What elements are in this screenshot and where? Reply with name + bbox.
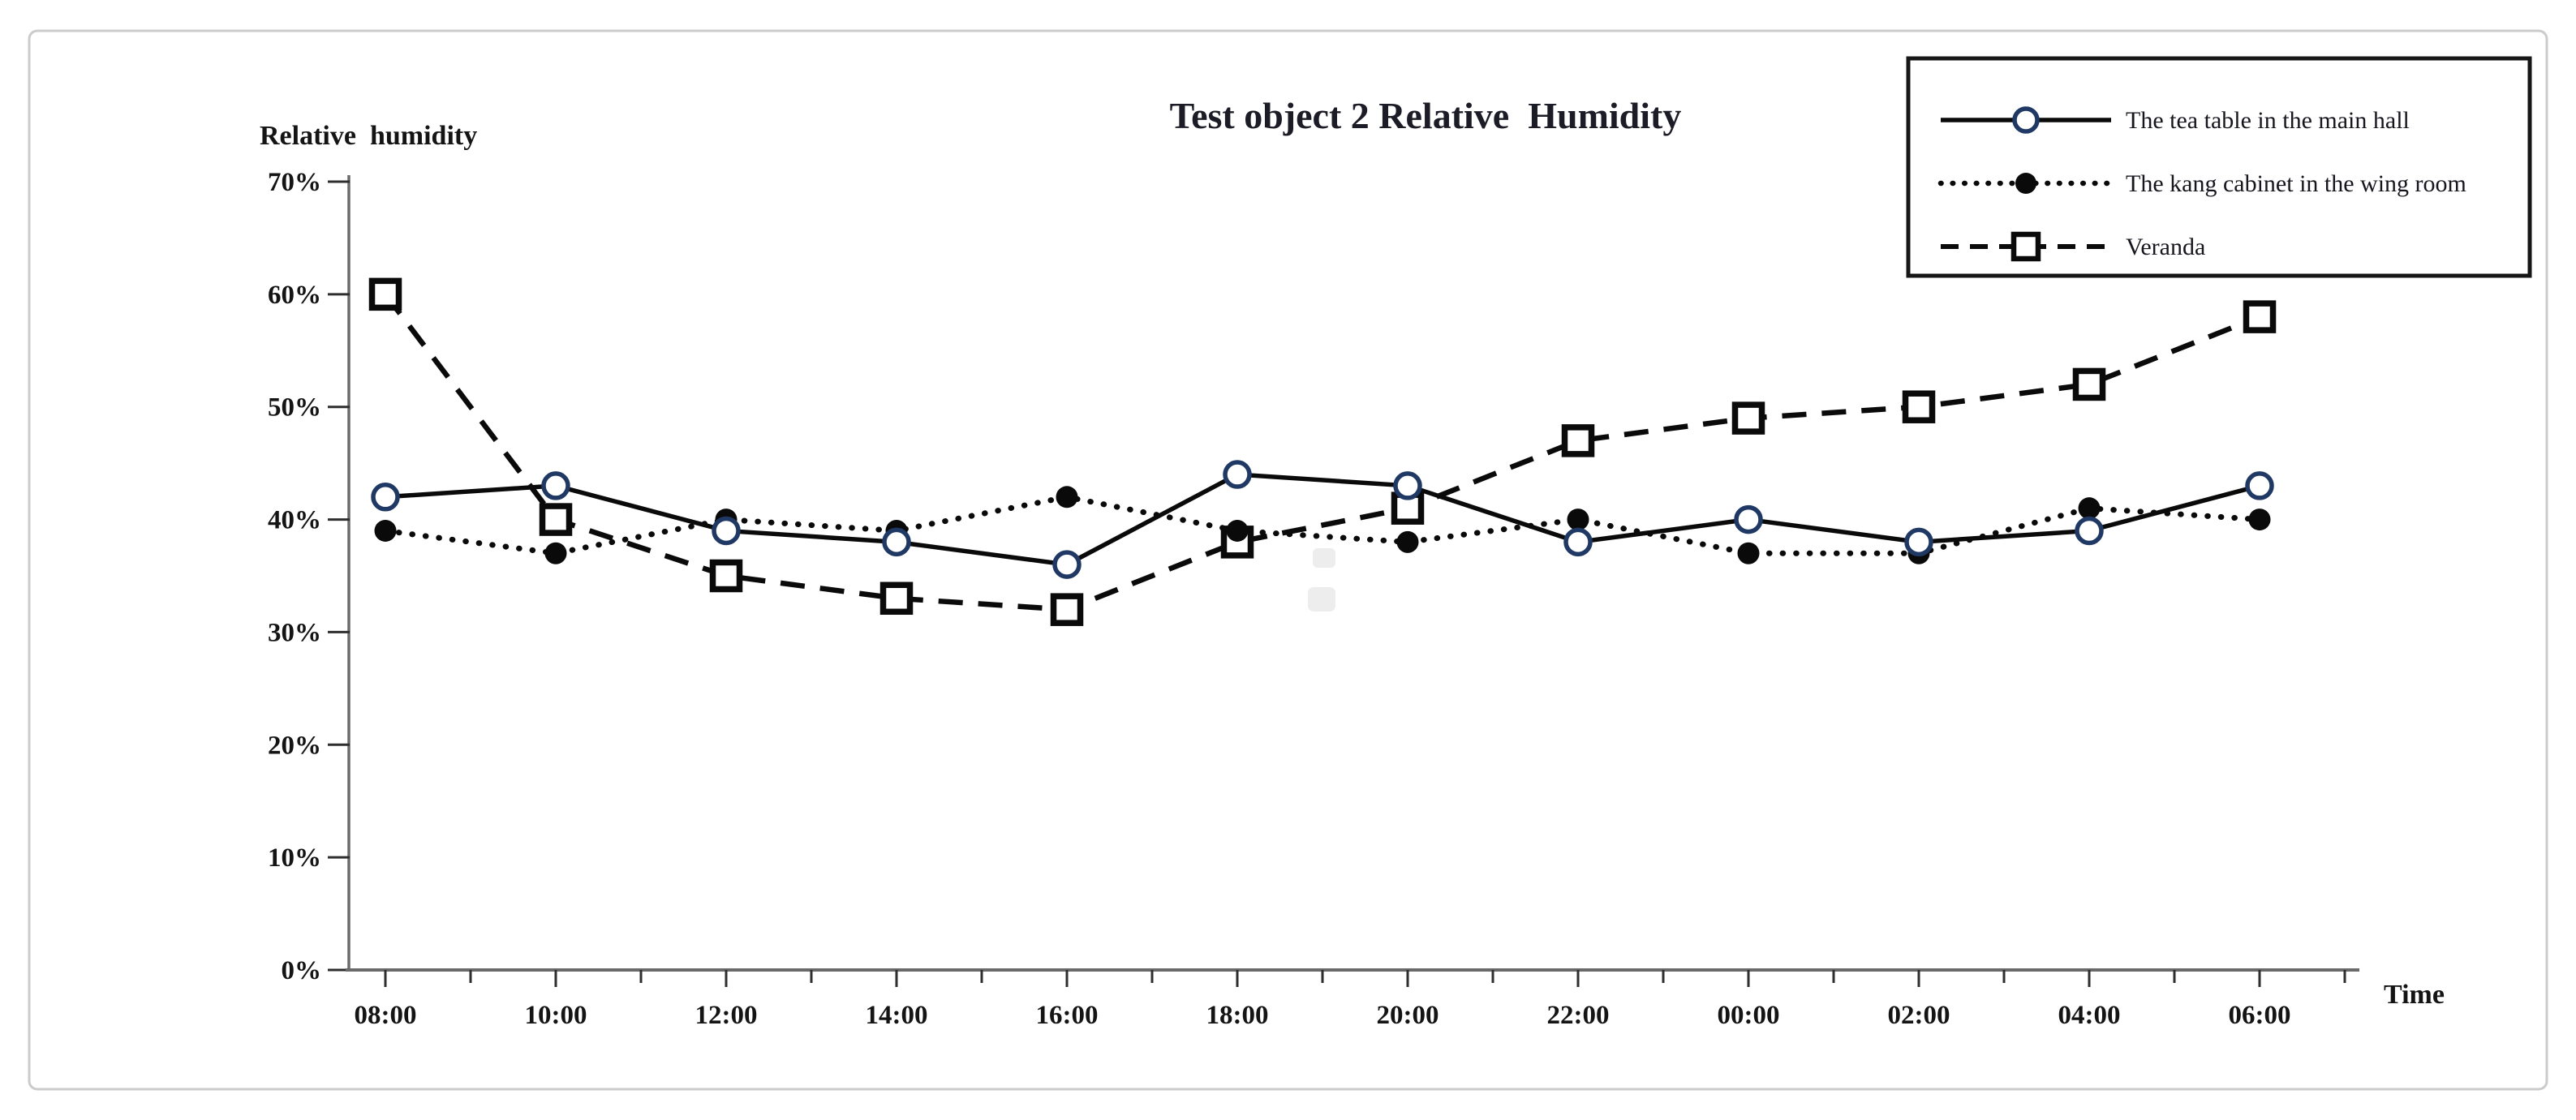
- legend-item: Veranda: [1941, 231, 2205, 262]
- x-tick-label: 04:00: [2058, 1001, 2121, 1030]
- marker-open-circle: [1223, 460, 1252, 489]
- x-tick-label: 14:00: [866, 1001, 928, 1030]
- plot-series: [368, 277, 2277, 626]
- x-tick-label: 18:00: [1206, 1001, 1269, 1030]
- x-tick-label: 10:00: [525, 1001, 587, 1030]
- marker-filled-circle: [1737, 542, 1760, 564]
- marker-open-circle: [1052, 550, 1082, 579]
- marker-filled-circle: [1056, 486, 1078, 509]
- marker-open-square: [368, 277, 402, 311]
- y-tick-label: 70%: [268, 168, 321, 197]
- marker-open-square: [1050, 593, 1084, 626]
- legend: The tea table in the main hall The kang c…: [1906, 56, 2532, 278]
- marker-filled-circle: [1226, 519, 1249, 542]
- series-line-0: [385, 472, 2260, 567]
- legend-marker-filled-circle: [2015, 173, 2036, 194]
- figure-border: [28, 29, 2548, 1091]
- legend-label: The kang cabinet in the wing room: [2126, 170, 2466, 197]
- y-axis: 0% 10% 20% 30% 40% 50% 60% 70%: [268, 168, 350, 985]
- y-tick-label: 0%: [282, 956, 322, 985]
- marker-open-square: [879, 581, 914, 616]
- legend-item: The kang cabinet in the wing room: [1937, 170, 2466, 197]
- legend-item: The tea table in the main hall: [1941, 106, 2410, 134]
- x-tick-label: 00:00: [1718, 1001, 1780, 1030]
- y-axis-title: Relative humidity: [260, 121, 477, 151]
- marker-open-square: [709, 559, 743, 593]
- marker-open-circle: [371, 483, 400, 512]
- marker-open-circle: [882, 527, 911, 557]
- series-line-2: [383, 292, 2261, 612]
- marker-open-square: [1561, 424, 1595, 457]
- marker-open-circle: [541, 471, 570, 500]
- y-tick-label: 30%: [268, 618, 321, 647]
- y-tick-label: 50%: [268, 393, 321, 423]
- marker-open-square: [2072, 367, 2106, 401]
- marker-filled-circle: [2078, 497, 2101, 520]
- smudge-artifact: [1308, 587, 1335, 611]
- x-tick-label: 22:00: [1547, 1001, 1610, 1030]
- x-tick-label: 16:00: [1036, 1001, 1099, 1030]
- legend-box: [1906, 56, 2532, 278]
- marker-open-square: [539, 503, 573, 536]
- marker-open-square: [2243, 300, 2277, 333]
- y-tick-label: 10%: [268, 843, 321, 873]
- marker-open-circle: [1393, 471, 1422, 500]
- marker-open-circle: [1563, 527, 1593, 557]
- y-tick-label: 40%: [268, 506, 321, 535]
- x-tick-label: 02:00: [1888, 1001, 1950, 1030]
- marker-open-square: [1902, 390, 1936, 423]
- marker-filled-circle: [544, 542, 567, 564]
- legend-label: The tea table in the main hall: [2126, 107, 2410, 134]
- marker-filled-circle: [1567, 509, 1589, 531]
- marker-open-circle: [712, 516, 741, 546]
- x-tick-label: 20:00: [1377, 1001, 1439, 1030]
- legend-marker-open-circle: [2012, 106, 2040, 134]
- legend-marker-open-square: [2010, 231, 2041, 262]
- legend-label: Veranda: [2126, 234, 2205, 260]
- smudge-artifact: [1313, 548, 1335, 568]
- marker-filled-circle: [1396, 530, 1419, 553]
- x-tick-label: 08:00: [355, 1001, 417, 1030]
- marker-open-circle: [1734, 504, 1763, 534]
- marker-open-circle: [1904, 527, 1933, 557]
- x-tick-label: 12:00: [695, 1001, 758, 1030]
- marker-open-square: [1731, 401, 1765, 435]
- marker-filled-circle: [2248, 509, 2271, 531]
- x-axis: 08:00 10:00 12:00 14:00 16:00 18:00 20:00 22:00…: [346, 968, 2359, 1030]
- marker-filled-circle: [374, 519, 397, 542]
- x-axis-title: Time: [2384, 980, 2445, 1010]
- x-tick-label: 06:00: [2229, 1001, 2291, 1030]
- y-tick-label: 20%: [268, 731, 321, 760]
- smudge-artifacts: [1308, 548, 1335, 611]
- chart-title: Test object 2 Relative Humidity: [1170, 95, 1682, 136]
- marker-open-circle: [2075, 516, 2104, 546]
- y-tick-label: 60%: [268, 281, 321, 310]
- marker-open-circle: [2245, 471, 2274, 500]
